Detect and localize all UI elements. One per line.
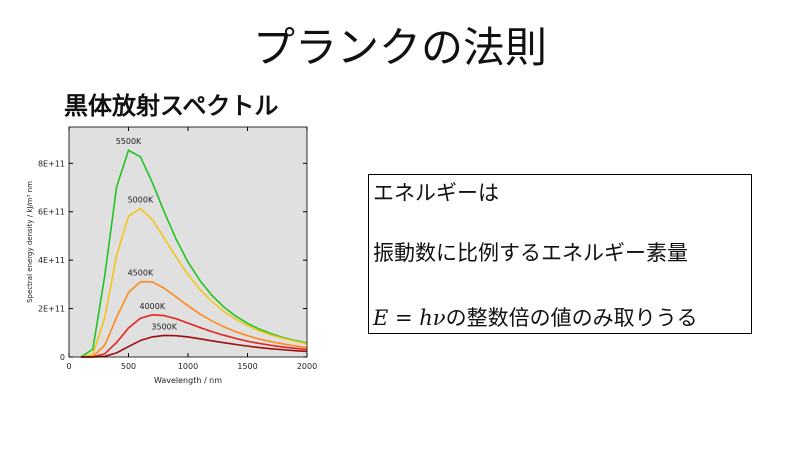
series-line xyxy=(80,149,308,358)
series-line xyxy=(80,207,308,358)
x-tick-label: 1500 xyxy=(237,362,257,371)
x-tick-label: 0 xyxy=(66,362,71,371)
y-tick-label: 2E+11 xyxy=(38,305,65,314)
y-tick-label: 8E+11 xyxy=(38,159,65,168)
plot-frame xyxy=(68,126,308,358)
x-tick-label: 1000 xyxy=(178,362,198,371)
series-label: 3500K xyxy=(151,322,177,331)
y-axis-label: Spectral energy density / kJ/m³ nm xyxy=(26,181,34,303)
text-line: E = hνの整数倍の値のみ取りうる xyxy=(373,302,698,332)
series-label: 4000K xyxy=(139,302,165,311)
series-label: 5500K xyxy=(116,137,142,146)
series-label: 4500K xyxy=(128,269,154,278)
series-label: 5000K xyxy=(128,196,154,205)
text-line: エネルギーは xyxy=(373,181,499,205)
text-line: 振動数に比例するエネルギー素量 xyxy=(373,241,688,265)
y-tick-label: 6E+11 xyxy=(38,208,65,217)
x-tick-label: 2000 xyxy=(297,362,317,371)
x-tick-label: 500 xyxy=(121,362,136,371)
text-box: エネルギーは 振動数に比例するエネルギー素量 E = hνの整数倍の値のみ取りう… xyxy=(368,174,752,334)
formula: E = hν xyxy=(373,306,446,330)
series-line xyxy=(80,314,308,358)
slide-title: プランクの法則 xyxy=(252,23,547,72)
text: の整数倍の値のみ取りうる xyxy=(445,306,698,330)
series-line xyxy=(80,334,308,358)
y-tick-label: 4E+11 xyxy=(38,256,65,265)
series-line xyxy=(80,280,308,358)
slide-subtitle: 黒体放射スペクトル xyxy=(64,92,279,120)
y-tick-label: 0 xyxy=(60,353,65,362)
x-axis-label: Wavelength / nm xyxy=(154,376,222,385)
